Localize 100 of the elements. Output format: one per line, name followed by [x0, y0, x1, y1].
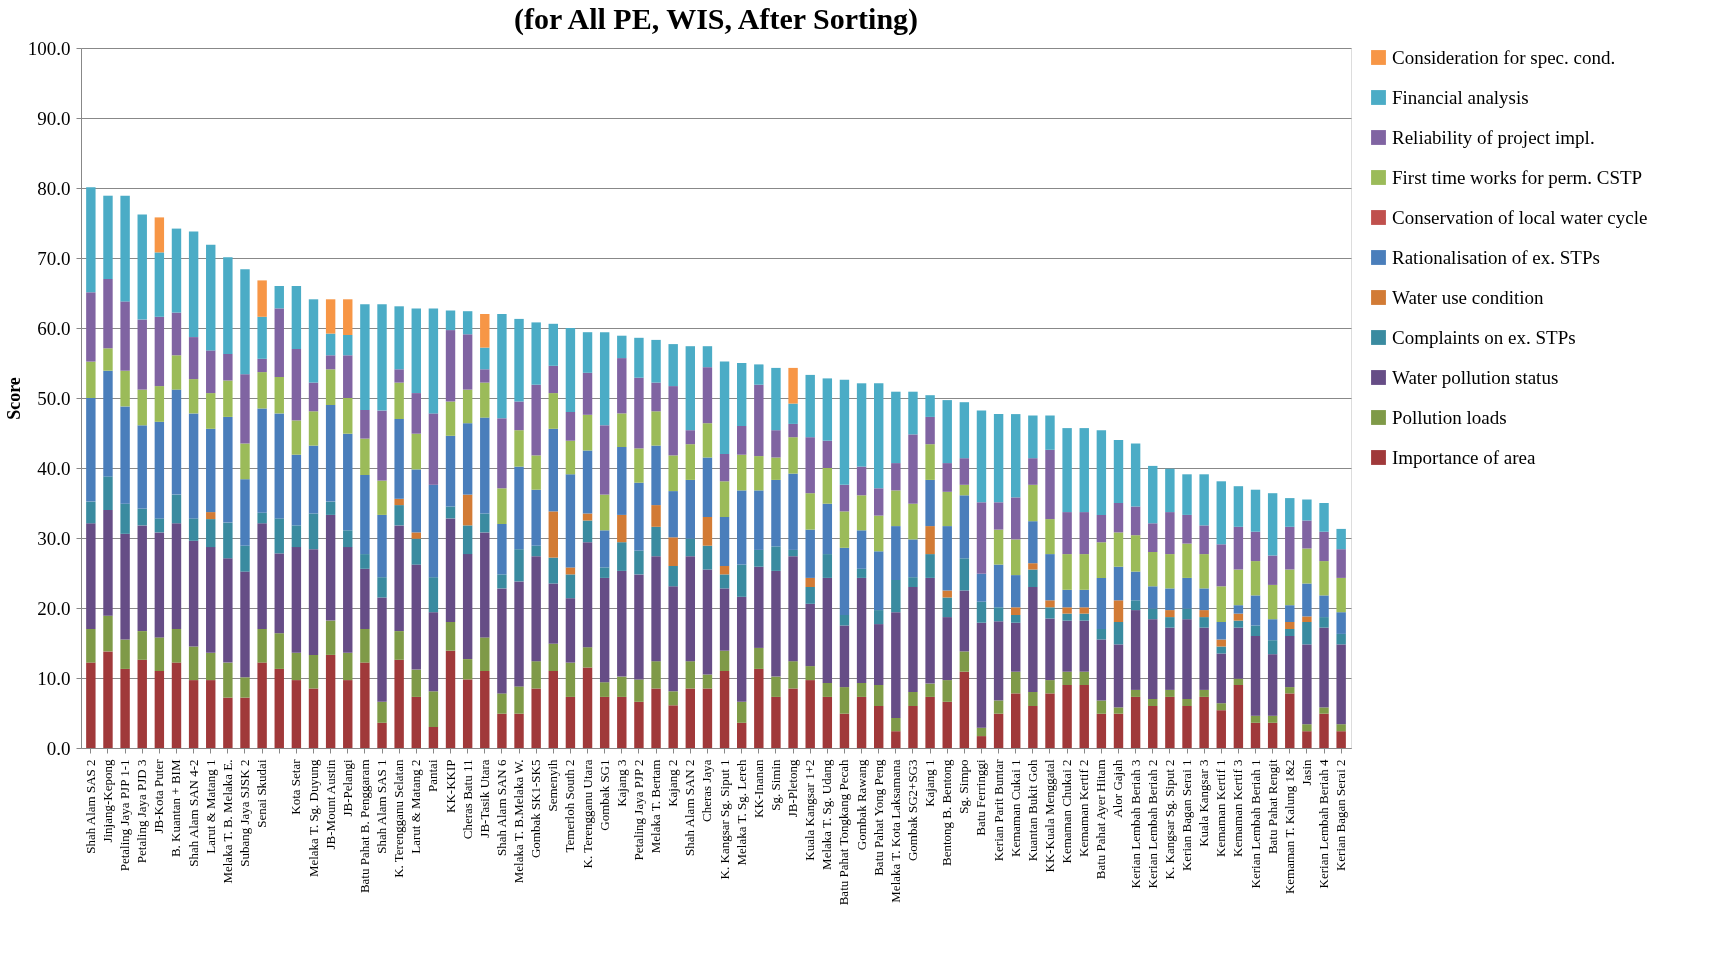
bar: [1165, 588, 1175, 611]
y-tick-label: 80.0: [37, 177, 71, 199]
bar: [308, 382, 319, 412]
bar: [822, 440, 833, 468]
bar: [1096, 639, 1107, 701]
bar: [308, 688, 319, 748]
bar: [1130, 610, 1141, 690]
bar: [1148, 699, 1158, 706]
bar: [1045, 415, 1055, 450]
bar: [188, 680, 199, 748]
bar: [1011, 622, 1021, 672]
bar: [548, 365, 558, 394]
bar: [839, 547, 850, 615]
x-tick-label: Kerian Parit Buntar: [990, 758, 1006, 862]
bar: [822, 577, 833, 683]
x-tick-label: Sg. Simin: [767, 759, 783, 811]
bar: [1130, 443, 1141, 507]
bar: [206, 680, 216, 748]
legend-label: Conservation of local water cycle: [1392, 206, 1648, 228]
bar: [1130, 571, 1141, 601]
bar: [754, 364, 764, 385]
bar: [668, 386, 678, 456]
bar: [976, 502, 987, 574]
bar: [1182, 608, 1192, 620]
bar: [1216, 481, 1226, 545]
x-tick-label: Melaka T. Sg. Duyung: [305, 759, 321, 878]
bar: [445, 518, 456, 622]
bar: [274, 633, 284, 669]
bar: [668, 455, 678, 492]
bar: [377, 410, 387, 481]
bar: [1216, 710, 1226, 748]
bar: [736, 490, 747, 565]
bar: [206, 393, 216, 429]
bar: [685, 479, 696, 539]
bar: [291, 525, 302, 548]
bar: [343, 433, 353, 531]
x-tick-label: Kemaman Chukai 2: [1059, 759, 1075, 864]
bar: [1182, 577, 1192, 609]
bar: [120, 370, 130, 407]
bar: [719, 361, 730, 454]
bar: [86, 629, 96, 663]
bar: [788, 688, 798, 748]
x-tick-label: Gombak SK1-SK5: [528, 759, 544, 859]
x-tick-label: Shah Alam SAN 2: [682, 759, 698, 856]
bar: [86, 523, 96, 629]
bar: [839, 484, 850, 512]
bar: [308, 445, 319, 514]
bar: [702, 674, 713, 689]
bar: [1045, 554, 1055, 601]
bar: [137, 214, 147, 320]
bar: [445, 330, 456, 402]
legend-label: Complaints on ex. STPs: [1392, 326, 1576, 348]
bar: [514, 581, 524, 687]
bar: [171, 355, 182, 390]
bar: [411, 433, 421, 470]
bar: [891, 526, 901, 580]
bar: [1028, 458, 1038, 485]
bar: [154, 421, 165, 519]
bar: [599, 682, 610, 697]
bar: [103, 615, 113, 652]
bar: [1165, 512, 1175, 555]
bar: [1165, 696, 1175, 748]
bar: [651, 339, 661, 383]
bar: [120, 195, 130, 302]
bar: [257, 372, 267, 409]
bar: [788, 367, 798, 404]
bar: [1319, 713, 1329, 748]
x-tick-label: Melaka T. B.Melaka W.: [511, 759, 527, 884]
bar: [428, 577, 439, 613]
bar: [719, 566, 730, 575]
bar: [548, 511, 558, 558]
bar: [1233, 678, 1244, 685]
bar: [856, 383, 867, 467]
bar: [1199, 696, 1209, 748]
bar: [497, 418, 507, 489]
bar: [771, 430, 781, 458]
bar: [942, 526, 952, 591]
bar: [856, 495, 867, 531]
bar: [154, 532, 165, 638]
bar: [1011, 693, 1021, 748]
bar: [360, 629, 370, 663]
bar: [959, 402, 970, 459]
bar: [634, 377, 644, 449]
bar: [1267, 493, 1278, 556]
bar: [634, 574, 644, 680]
x-tick-label: Kemaman Kertif 3: [1230, 759, 1246, 857]
bar: [1113, 600, 1124, 622]
bar: [1079, 512, 1089, 555]
bar: [925, 416, 935, 445]
bar: [874, 488, 884, 516]
bar: [137, 659, 147, 748]
bar: [1250, 722, 1261, 748]
bar: [702, 367, 713, 424]
bar: [1285, 605, 1295, 622]
bar: [634, 482, 644, 551]
bar: [874, 515, 884, 552]
bar: [685, 688, 696, 748]
bar: [171, 228, 182, 313]
bar: [548, 557, 558, 584]
bar: [548, 323, 558, 366]
